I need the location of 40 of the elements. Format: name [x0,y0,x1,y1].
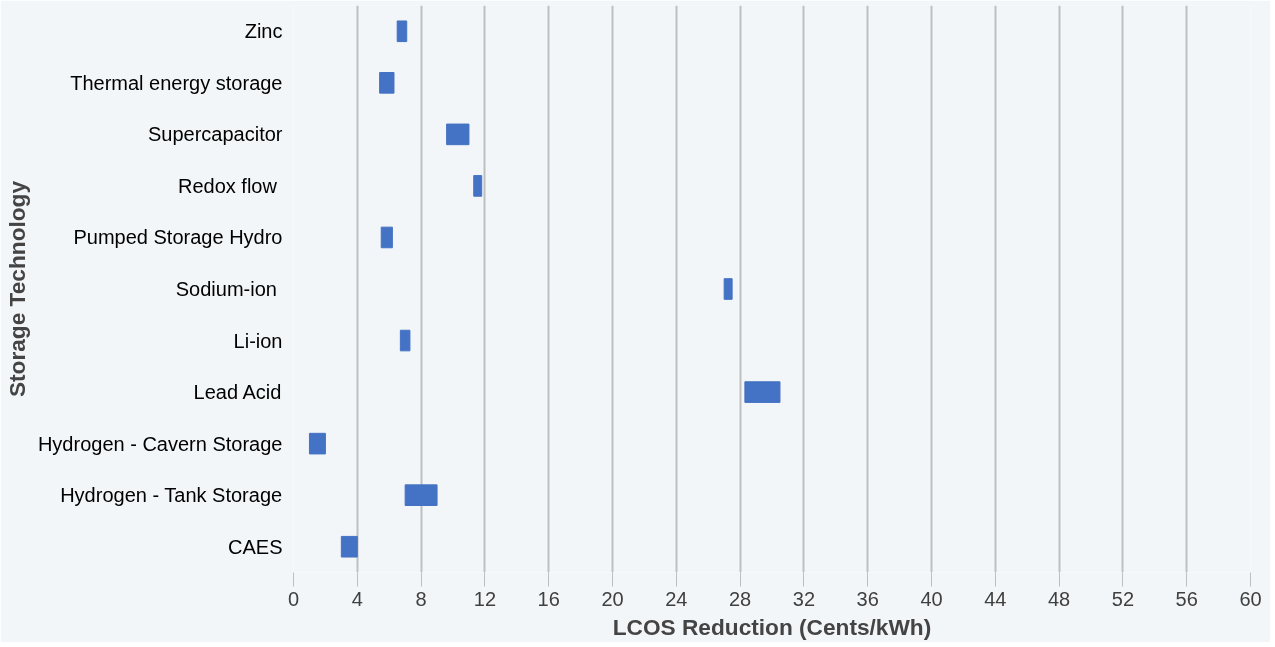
x-tick-label: 0 [287,587,300,610]
y-tick-label: Redox flow [178,174,278,197]
bar [399,329,411,352]
y-tick-label: Supercapacitor [147,123,283,146]
y-tick-label: Zinc [244,20,283,43]
x-tick-label: 16 [537,587,560,610]
x-axis-title: LCOS Reduction (Cents/kWh) [612,613,932,640]
x-tick-label: 24 [665,587,688,610]
x-tick-label: 8 [415,587,427,610]
bar [446,123,470,146]
x-tick-label: 56 [1175,587,1198,610]
y-tick-label: Hydrogen - Cavern Storage [37,432,283,455]
x-tick-label: 28 [728,587,752,610]
y-tick-label: Thermal energy storage [70,71,283,94]
x-tick-label: 32 [792,587,816,610]
bar [744,381,781,403]
bar [473,175,483,197]
x-tick-label: 44 [984,587,1007,610]
x-tick-label: 36 [856,587,879,610]
x-tick-label: 20 [601,587,624,610]
bar [723,278,733,300]
x-tick-label: 40 [920,587,943,610]
bar [379,72,395,94]
x-tick-label: 4 [351,587,363,610]
x-tick-label: 12 [473,587,497,610]
y-tick-label: Lead Acid [193,381,282,404]
x-tick-label: 48 [1047,587,1071,610]
y-tick-label: CAES [228,535,283,558]
bar [380,226,393,249]
bar [340,535,358,558]
bar [404,484,438,506]
y-tick-label: Sodium-ion [175,278,277,300]
y-axis-title: Storage Technology [3,180,30,398]
y-tick-label: Hydrogen - Tank Storage [60,484,283,507]
y-tick-label: Pumped Storage Hydro [73,226,283,249]
bar [396,20,408,43]
x-tick-label: 52 [1111,587,1135,610]
y-tick-label: Li-ion [233,329,283,352]
bar [308,432,326,455]
x-tick-label: 60 [1239,587,1262,610]
